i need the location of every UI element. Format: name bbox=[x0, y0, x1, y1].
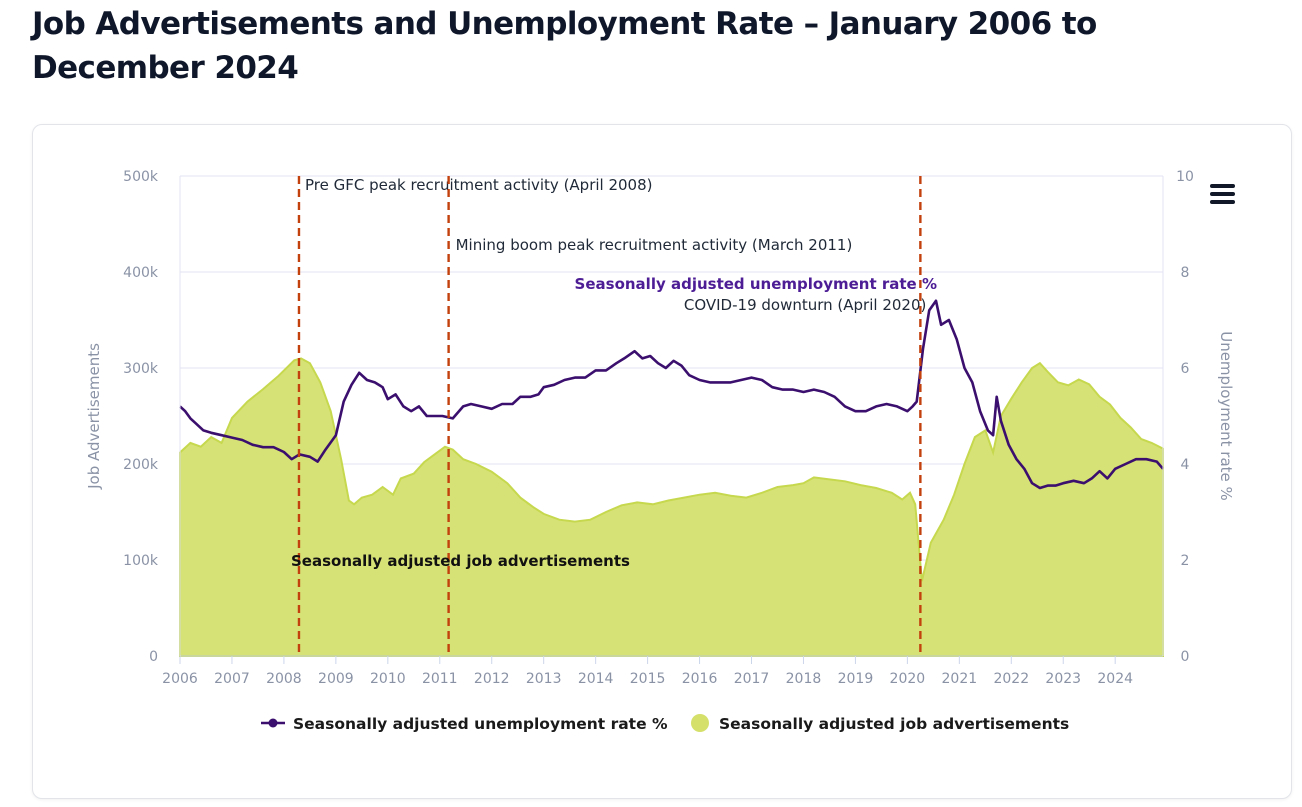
y-left-tick-label: 100k bbox=[123, 553, 159, 569]
legend-label: Seasonally adjusted unemployment rate % bbox=[293, 715, 668, 733]
x-tick-label: 2019 bbox=[838, 671, 874, 687]
chart-card: Pre GFC peak recruitment activity (April… bbox=[32, 124, 1292, 799]
unemployment-rate-line[interactable] bbox=[179, 299, 1164, 490]
x-tick-label: 2015 bbox=[630, 671, 666, 687]
y-left-tick-label: 0 bbox=[149, 649, 158, 665]
menu-bar bbox=[1210, 200, 1235, 204]
menu-bar bbox=[1210, 192, 1235, 196]
y-left-axis-title: Job Advertisements bbox=[85, 343, 103, 490]
job-ads-area-group bbox=[179, 357, 1164, 657]
x-tick-label: 2011 bbox=[422, 671, 458, 687]
menu-bar bbox=[1210, 184, 1235, 188]
chart-menu-button[interactable] bbox=[1210, 184, 1235, 204]
unemployment-series-label: Seasonally adjusted unemployment rate % bbox=[575, 275, 937, 293]
axes-group: 0 100k 200k 300k 400k 500k 0 2 4 6 8 10 2006 2007 2008… bbox=[85, 169, 1235, 687]
legend-label: Seasonally adjusted job advertisements bbox=[719, 715, 1069, 733]
y-left-tick-label: 400k bbox=[123, 265, 159, 281]
x-tick-label: 2018 bbox=[786, 671, 822, 687]
x-tick-label: 2017 bbox=[734, 671, 770, 687]
page-title: Job Advertisements and Unemployment Rate… bbox=[32, 6, 1097, 86]
unemployment-line-group bbox=[179, 299, 1164, 490]
x-tick-label: 2014 bbox=[578, 671, 614, 687]
annotation-label: Mining boom peak recruitment activity (M… bbox=[456, 236, 853, 254]
legend-item-unemployment[interactable]: Seasonally adjusted unemployment rate % bbox=[261, 715, 668, 733]
x-tick-label: 2007 bbox=[214, 671, 250, 687]
y-right-tick-label: 0 bbox=[1181, 649, 1190, 665]
x-tick-label: 2021 bbox=[942, 671, 978, 687]
y-right-tick-label: 8 bbox=[1181, 265, 1190, 281]
legend-marker-icon bbox=[268, 718, 278, 728]
y-left-tick-label: 500k bbox=[123, 169, 159, 185]
y-right-axis-title: Unemployment rate % bbox=[1217, 331, 1235, 501]
legend[interactable]: Seasonally adjusted unemployment rate % S… bbox=[261, 714, 1069, 733]
y-right-tick-label: 2 bbox=[1181, 553, 1190, 569]
x-tick-label: 2009 bbox=[318, 671, 354, 687]
y-right-tick-label: 4 bbox=[1181, 457, 1190, 473]
y-right-tick-label: 10 bbox=[1176, 169, 1194, 185]
x-tick-label: 2016 bbox=[682, 671, 718, 687]
x-tick-label: 2013 bbox=[526, 671, 562, 687]
annotation-label: Pre GFC peak recruitment activity (April… bbox=[305, 176, 653, 194]
x-tick-label: 2023 bbox=[1045, 671, 1081, 687]
annotations-group: Pre GFC peak recruitment activity (April… bbox=[297, 176, 927, 656]
job-ads-area[interactable] bbox=[179, 357, 1164, 657]
y-left-tick-label: 200k bbox=[123, 457, 159, 473]
x-tick-label: 2006 bbox=[162, 671, 198, 687]
chart-svg: Pre GFC peak recruitment activity (April… bbox=[85, 169, 1235, 733]
x-tick-label: 2024 bbox=[1097, 671, 1133, 687]
x-tick-label: 2012 bbox=[474, 671, 510, 687]
legend-circle-icon bbox=[691, 714, 709, 732]
job-ads-series-label: Seasonally adjusted job advertisements bbox=[291, 552, 630, 570]
legend-item-job-ads[interactable]: Seasonally adjusted job advertisements bbox=[691, 714, 1069, 733]
y-left-tick-label: 300k bbox=[123, 361, 159, 377]
x-tick-label: 2008 bbox=[266, 671, 302, 687]
y-right-tick-label: 6 bbox=[1181, 361, 1190, 377]
annotation-label: COVID-19 downturn (April 2020) bbox=[684, 296, 927, 314]
series-labels-group: Seasonally adjusted unemployment rate % S… bbox=[291, 275, 937, 570]
hamburger-menu-icon[interactable] bbox=[1210, 184, 1235, 204]
x-tick-label: 2022 bbox=[993, 671, 1029, 687]
x-tick-label: 2010 bbox=[370, 671, 406, 687]
x-tick-label: 2020 bbox=[890, 671, 926, 687]
